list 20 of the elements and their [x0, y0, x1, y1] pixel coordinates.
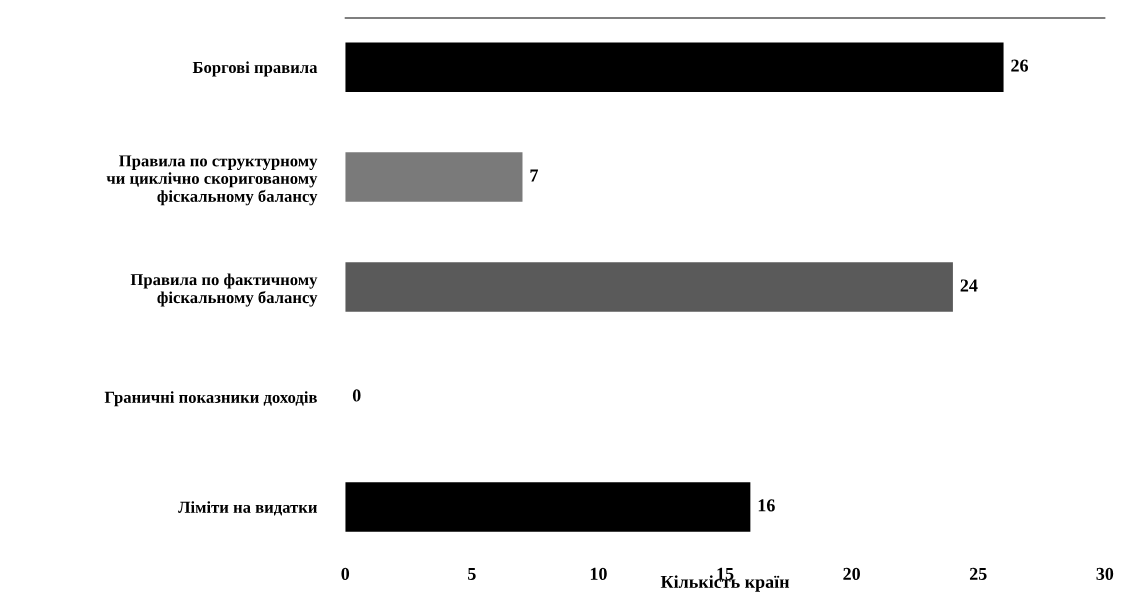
- bar: [345, 482, 751, 532]
- y-tick-label: Боргові правила: [192, 61, 318, 77]
- x-tick-label: 20: [843, 567, 860, 580]
- y-tick-label: Правила по фактичному фіскальному балансу: [130, 273, 318, 307]
- bar: [345, 42, 1004, 92]
- data-label: 26: [1011, 59, 1029, 72]
- x-tick-label: 5: [468, 567, 476, 580]
- data-label: 0: [352, 389, 361, 402]
- x-tick-label: 25: [969, 567, 987, 580]
- data-label: 16: [758, 499, 775, 512]
- y-tick-label: Граничні показники доходів: [104, 391, 317, 407]
- data-label: 24: [960, 279, 978, 292]
- x-tick-label: 0: [341, 567, 350, 580]
- y-tick-label: Ліміти на видатки: [178, 501, 318, 516]
- bar: [345, 152, 523, 202]
- x-tick-label: 10: [590, 567, 607, 580]
- x-tick-label: 30: [1096, 567, 1114, 580]
- data-label: 7: [530, 169, 539, 182]
- y-tick-label: Правила по структурному чи циклічно скоригованому фіскальному балансу: [106, 155, 318, 206]
- bar: [345, 262, 953, 312]
